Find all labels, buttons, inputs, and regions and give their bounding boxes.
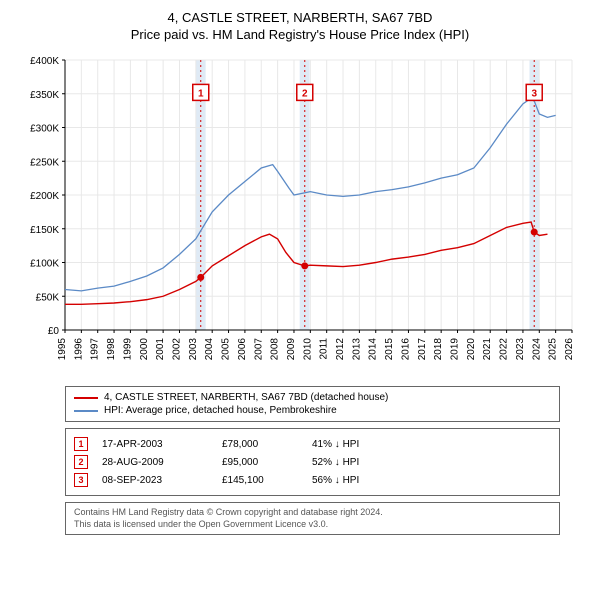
svg-text:2025: 2025	[548, 338, 559, 361]
svg-text:£100K: £100K	[30, 259, 59, 270]
svg-text:£400K: £400K	[30, 56, 59, 67]
footer-attribution: Contains HM Land Registry data © Crown c…	[65, 502, 560, 535]
event-date: 17-APR-2003	[102, 439, 222, 450]
svg-text:1997: 1997	[90, 338, 101, 361]
event-price: £78,000	[222, 439, 312, 450]
event-marker: 3	[74, 473, 88, 487]
svg-text:2020: 2020	[466, 338, 477, 361]
svg-text:2004: 2004	[204, 338, 215, 361]
svg-text:2018: 2018	[433, 338, 444, 361]
svg-text:£350K: £350K	[30, 90, 59, 101]
svg-text:2008: 2008	[270, 338, 281, 361]
svg-text:2007: 2007	[253, 338, 264, 361]
event-marker: 1	[74, 437, 88, 451]
event-delta: 41% ↓ HPI	[312, 439, 359, 450]
events-table: 1 17-APR-2003£78,00041% ↓ HPI 2 28-AUG-2009…	[65, 428, 560, 496]
legend-item: HPI: Average price, detached house, Pemb…	[74, 404, 551, 417]
svg-text:2022: 2022	[499, 338, 510, 361]
svg-text:2014: 2014	[368, 338, 379, 361]
event-marker: 2	[74, 455, 88, 469]
svg-text:£50K: £50K	[36, 292, 60, 303]
svg-text:2015: 2015	[384, 338, 395, 361]
svg-text:2017: 2017	[417, 338, 428, 361]
svg-text:1999: 1999	[122, 338, 133, 361]
svg-text:2012: 2012	[335, 338, 346, 361]
chart-title-address: 4, CASTLE STREET, NARBERTH, SA67 7BD	[10, 10, 590, 25]
svg-text:1996: 1996	[73, 338, 84, 361]
event-price: £95,000	[222, 457, 312, 468]
legend-label: HPI: Average price, detached house, Pemb…	[104, 405, 337, 416]
svg-text:£200K: £200K	[30, 191, 59, 202]
line-chart: £0 £50K £100K £150K £200K £250K £300K £350K £400…	[10, 50, 590, 380]
svg-text:2019: 2019	[450, 338, 461, 361]
svg-text:1995: 1995	[57, 338, 68, 361]
svg-text:2006: 2006	[237, 338, 248, 361]
svg-text:2000: 2000	[139, 338, 150, 361]
event-delta: 52% ↓ HPI	[312, 457, 359, 468]
svg-text:2023: 2023	[515, 338, 526, 361]
svg-text:2: 2	[302, 88, 308, 99]
chart-title-sub: Price paid vs. HM Land Registry's House …	[10, 27, 590, 42]
svg-text:2013: 2013	[351, 338, 362, 361]
svg-text:2021: 2021	[482, 338, 493, 361]
svg-text:2002: 2002	[171, 338, 182, 361]
svg-text:2026: 2026	[564, 338, 575, 361]
svg-text:£0: £0	[48, 326, 60, 337]
svg-text:1: 1	[198, 88, 204, 99]
footer-line1: Contains HM Land Registry data © Crown c…	[74, 507, 551, 519]
svg-text:2005: 2005	[221, 338, 232, 361]
event-row: 1 17-APR-2003£78,00041% ↓ HPI	[74, 435, 551, 453]
legend-swatch	[74, 410, 98, 412]
svg-text:£250K: £250K	[30, 157, 59, 168]
svg-text:2003: 2003	[188, 338, 199, 361]
svg-text:1998: 1998	[106, 338, 117, 361]
svg-text:2011: 2011	[319, 338, 330, 360]
event-row: 3 08-SEP-2023£145,10056% ↓ HPI	[74, 471, 551, 489]
svg-text:2024: 2024	[531, 338, 542, 361]
legend-item: 4, CASTLE STREET, NARBERTH, SA67 7BD (de…	[74, 391, 551, 404]
svg-text:£150K: £150K	[30, 225, 59, 236]
event-delta: 56% ↓ HPI	[312, 475, 359, 486]
legend-label: 4, CASTLE STREET, NARBERTH, SA67 7BD (de…	[104, 392, 388, 403]
svg-text:2016: 2016	[400, 338, 411, 361]
legend: 4, CASTLE STREET, NARBERTH, SA67 7BD (de…	[65, 386, 560, 422]
svg-text:2010: 2010	[302, 338, 313, 361]
svg-text:2009: 2009	[286, 338, 297, 361]
svg-text:3: 3	[531, 88, 537, 99]
event-price: £145,100	[222, 475, 312, 486]
footer-line2: This data is licensed under the Open Gov…	[74, 519, 551, 531]
event-row: 2 28-AUG-2009£95,00052% ↓ HPI	[74, 453, 551, 471]
svg-text:2001: 2001	[155, 338, 166, 361]
legend-swatch	[74, 397, 98, 399]
event-date: 08-SEP-2023	[102, 475, 222, 486]
event-date: 28-AUG-2009	[102, 457, 222, 468]
chart-area: £0 £50K £100K £150K £200K £250K £300K £350K £400…	[10, 50, 590, 380]
svg-text:£300K: £300K	[30, 124, 59, 135]
